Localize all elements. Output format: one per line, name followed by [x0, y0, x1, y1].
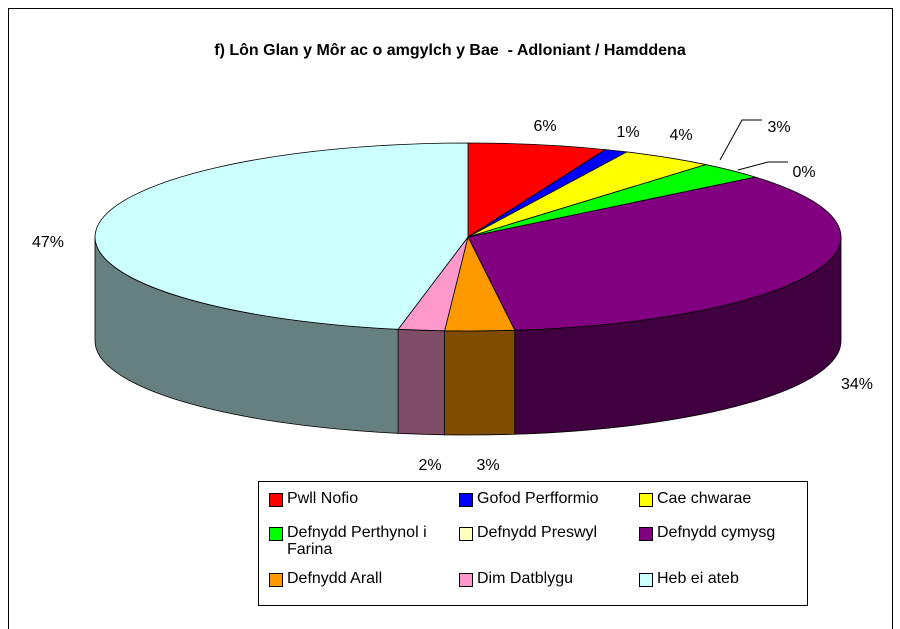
data-label: 3% [476, 457, 499, 474]
slice-side [397, 328, 445, 436]
data-label: 2% [418, 457, 441, 474]
legend-swatch [269, 527, 283, 541]
legend-swatch [459, 493, 473, 507]
data-label: 3% [767, 119, 790, 136]
legend-item: Defnydd Perthynol i Farina [269, 524, 459, 570]
legend-item: Gofod Perfformio [459, 490, 639, 524]
legend-label: Defnydd cymysg [657, 524, 776, 541]
slice-side [444, 329, 516, 436]
legend-item: Defnydd cymysg [639, 524, 817, 570]
legend-swatch [269, 573, 283, 587]
legend-item: Defnydd Preswyl [459, 524, 639, 570]
legend-item: Pwll Nofio [269, 490, 459, 524]
legend-swatch [459, 527, 473, 541]
data-label: 4% [669, 127, 692, 144]
slice [467, 176, 842, 331]
legend: Pwll Nofio Gofod Perfformio Cae chwarae Def… [258, 481, 808, 606]
data-label: 47% [32, 234, 64, 251]
chart-title: f) Lôn Glan y Môr ac o amgylch y Bae - A… [214, 42, 686, 59]
legend-swatch [639, 573, 653, 587]
data-label: 0% [792, 164, 815, 181]
legend-item: Dim Datblygu [459, 570, 639, 610]
legend-label: Heb ei ateb [657, 570, 739, 587]
legend-item: Cae chwarae [639, 490, 817, 524]
legend-label: Defnydd Preswyl [477, 524, 598, 541]
data-label: 1% [616, 124, 639, 141]
leader-line [719, 119, 762, 161]
legend-label: Gofod Perfformio [477, 490, 599, 507]
legend-swatch [639, 527, 653, 541]
legend-swatch [459, 573, 473, 587]
legend-swatch [269, 493, 283, 507]
legend-label: Defnydd Perthynol i Farina [287, 524, 427, 558]
legend-label: Defnydd Arall [287, 570, 383, 587]
legend-item: Defnydd Arall [269, 570, 459, 610]
data-label: 6% [533, 118, 556, 135]
legend-label: Pwll Nofio [287, 490, 359, 507]
legend-swatch [639, 493, 653, 507]
legend-item: Heb ei ateb [639, 570, 817, 610]
leader-line [737, 161, 788, 171]
legend-label: Dim Datblygu [477, 570, 574, 587]
legend-label: Cae chwarae [657, 490, 752, 507]
slice [467, 142, 607, 238]
slice [94, 142, 469, 330]
data-label: 34% [841, 376, 873, 393]
